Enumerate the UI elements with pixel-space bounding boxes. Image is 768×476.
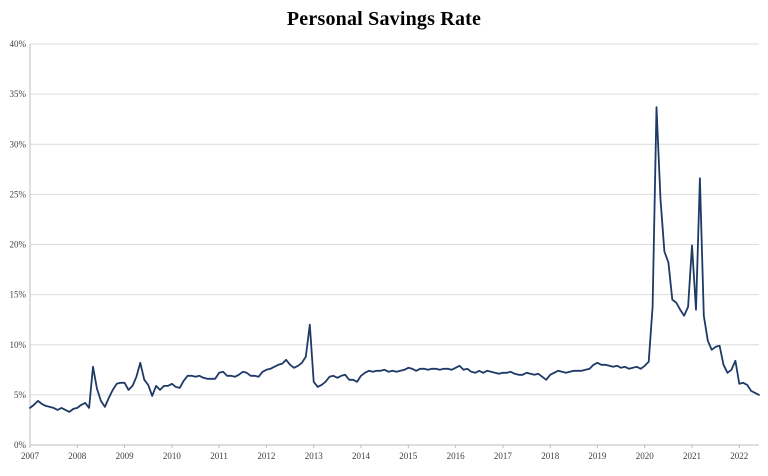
y-axis-tick-label: 40% xyxy=(10,39,27,49)
x-axis-tick-label: 2011 xyxy=(210,451,228,461)
x-axis-tick-label: 2018 xyxy=(541,451,560,461)
y-axis-tick-label: 15% xyxy=(10,290,27,300)
x-axis-tick-label: 2020 xyxy=(636,451,655,461)
x-axis-tick-label: 2012 xyxy=(257,451,275,461)
y-axis-tick-label: 10% xyxy=(10,340,27,350)
y-axis-tick-label: 5% xyxy=(14,390,27,400)
y-axis-tick-label: 20% xyxy=(10,240,27,250)
x-axis-tick-label: 2008 xyxy=(68,451,87,461)
x-axis-tick-label: 2021 xyxy=(683,451,701,461)
x-axis-tick-label: 2013 xyxy=(305,451,324,461)
y-axis-tick-label: 0% xyxy=(14,440,27,450)
x-axis-tick-label: 2017 xyxy=(494,451,513,461)
y-axis-tick-label: 30% xyxy=(10,139,27,149)
savings-rate-line xyxy=(29,106,760,413)
x-axis-tick-label: 2009 xyxy=(116,451,135,461)
x-axis-tick-label: 2007 xyxy=(21,451,40,461)
x-axis-tick-label: 2010 xyxy=(163,451,182,461)
y-axis-tick-label: 35% xyxy=(10,89,27,99)
x-axis-tick-label: 2015 xyxy=(399,451,418,461)
x-axis-tick-label: 2022 xyxy=(730,451,748,461)
x-axis-tick-label: 2019 xyxy=(588,451,607,461)
x-axis-tick-label: 2014 xyxy=(352,451,371,461)
x-axis-tick-label: 2016 xyxy=(447,451,466,461)
y-axis-tick-label: 25% xyxy=(10,189,27,199)
chart-title: Personal Savings Rate xyxy=(286,8,482,30)
